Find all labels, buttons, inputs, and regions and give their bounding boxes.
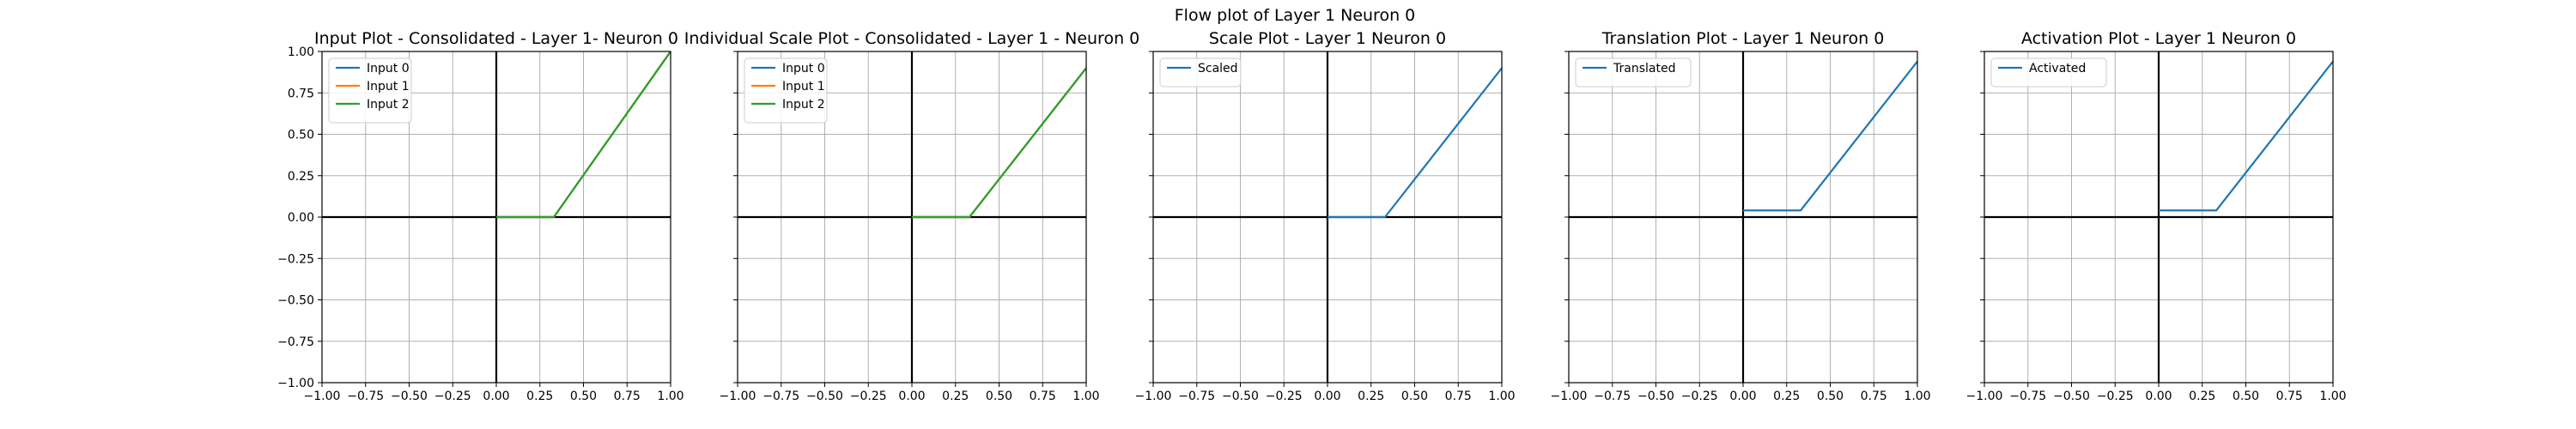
legend-label: Scaled: [1198, 62, 1238, 76]
x-tick-label: −0.75: [347, 390, 384, 403]
series-line-1: [2159, 60, 2334, 212]
chart-title: Individual Scale Plot - Consolidated - L…: [684, 29, 1140, 48]
chart-title: Translation Plot - Layer 1 Neuron 0: [1601, 29, 1885, 48]
legend-box: [744, 57, 828, 124]
x-tick-label: 0.50: [2233, 390, 2259, 403]
legend-label: Input 2: [367, 98, 410, 112]
chart-panel-3: −1.00 −0.75 −0.50 −0.25 0.00 0.25 0.50 0.75 1.00…: [1135, 29, 1516, 403]
x-tick-label: −0.25: [434, 390, 471, 403]
x-tick-label: 0.25: [1358, 390, 1384, 403]
x-tick-label: −0.75: [1594, 390, 1631, 403]
x-tick-label: −0.75: [1178, 390, 1215, 403]
x-tick-label: −0.25: [1681, 390, 1718, 403]
y-tick-label: −0.25: [277, 252, 314, 266]
legend-label: Input 1: [367, 80, 410, 94]
x-tick-label: −1.00: [1966, 390, 2003, 403]
x-tick-label: −0.50: [1222, 390, 1259, 403]
legend-label: Input 0: [782, 62, 825, 76]
legend-label: Translated: [1613, 62, 1675, 76]
x-tick-label: 0.00: [898, 390, 925, 403]
chart-panel-4: −1.00 −0.75 −0.50 −0.25 0.00 0.25 0.50 0.75 1.00…: [1551, 29, 1931, 403]
x-tick-label: 1.00: [1904, 390, 1930, 403]
chart-title: Input Plot - Consolidated - Layer 1- Neu…: [314, 29, 678, 48]
x-tick-label: 0.00: [483, 390, 509, 403]
legend-box: [1990, 57, 2107, 88]
x-tick-label: 0.50: [986, 390, 1012, 403]
x-tick-label: 1.00: [2319, 390, 2346, 403]
x-tick-label: 0.75: [614, 390, 641, 403]
x-tick-label: −0.50: [391, 390, 428, 403]
x-tick-label: 1.00: [1072, 390, 1099, 403]
x-tick-label: 0.00: [1314, 390, 1340, 403]
legend-label: Input 2: [782, 98, 825, 112]
x-tick-label: 0.75: [1861, 390, 1887, 403]
x-tick-label: 0.50: [570, 390, 597, 403]
x-tick-label: 0.25: [1773, 390, 1800, 403]
figure-suptitle: Flow plot of Layer 1 Neuron 0: [1175, 6, 1416, 25]
legend-label: Input 1: [782, 80, 825, 94]
x-tick-label: −0.50: [1637, 390, 1674, 403]
x-tick-label: 0.25: [526, 390, 553, 403]
legend-label: Activated: [2029, 62, 2086, 76]
legend-box: [1159, 57, 1242, 88]
y-tick-label: −0.50: [277, 294, 314, 308]
x-tick-label: −0.25: [2097, 390, 2134, 403]
chart-title: Scale Plot - Layer 1 Neuron 0: [1209, 29, 1446, 48]
x-tick-label: 0.00: [2145, 390, 2172, 403]
series-line-1: [1743, 60, 1918, 212]
x-tick-label: −0.50: [806, 390, 843, 403]
x-tick-label: 1.00: [1488, 390, 1515, 403]
y-tick-label: 0.25: [288, 170, 314, 184]
series-line-3: [912, 67, 1087, 219]
chart-panel-2: −1.00 −0.75 −0.50 −0.25 0.00 0.25 0.50 0.75 1.00…: [684, 29, 1140, 403]
x-tick-label: −0.25: [850, 390, 887, 403]
x-tick-label: −1.00: [304, 390, 341, 403]
legend-box: [328, 57, 412, 124]
y-tick-label: −1.00: [277, 377, 314, 390]
x-tick-label: −1.00: [1135, 390, 1172, 403]
legend-label: Input 0: [367, 62, 410, 76]
x-tick-label: 0.75: [1030, 390, 1056, 403]
chart-panel-1: −1.00 −0.75 −0.50 −0.25 0.00 0.25 0.50 0.75 1.00…: [277, 29, 683, 403]
x-tick-label: 0.75: [1445, 390, 1472, 403]
y-tick-label: 1.00: [288, 45, 314, 59]
y-tick-label: 0.00: [288, 211, 314, 225]
x-tick-label: 0.75: [2276, 390, 2303, 403]
series-line-3: [496, 51, 671, 219]
chart-title: Activation Plot - Layer 1 Neuron 0: [2021, 29, 2296, 48]
x-tick-label: 0.25: [942, 390, 969, 403]
x-tick-label: −0.75: [2009, 390, 2046, 403]
x-tick-label: 1.00: [657, 390, 683, 403]
y-tick-label: 0.50: [288, 129, 314, 142]
x-tick-label: 0.50: [1401, 390, 1428, 403]
y-tick-label: 0.75: [288, 87, 314, 100]
series-line-1: [1327, 67, 1503, 219]
x-tick-label: −1.00: [1551, 390, 1588, 403]
x-tick-label: −0.75: [762, 390, 799, 403]
y-tick-label: −0.75: [277, 335, 314, 349]
chart-panel-5: −1.00 −0.75 −0.50 −0.25 0.00 0.25 0.50 0.75 1.00…: [1966, 29, 2347, 403]
legend-box: [1575, 57, 1692, 88]
x-tick-label: 0.00: [1729, 390, 1756, 403]
x-tick-label: 0.50: [1817, 390, 1844, 403]
x-tick-label: −1.00: [720, 390, 756, 403]
x-tick-label: −0.25: [1266, 390, 1303, 403]
x-tick-label: 0.25: [2189, 390, 2215, 403]
x-tick-label: −0.50: [2053, 390, 2090, 403]
